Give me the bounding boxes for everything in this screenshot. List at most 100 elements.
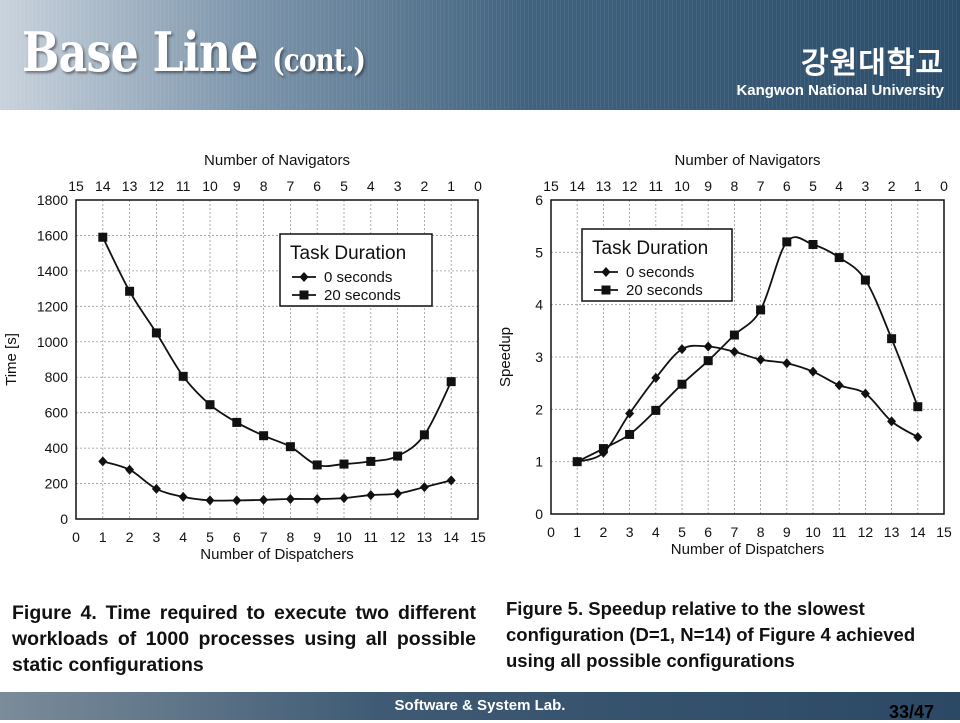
fig5-x-tick-label: 13 (884, 524, 900, 540)
fig4-series-2-point (286, 442, 295, 451)
fig4-x-tick-label: 5 (206, 529, 214, 545)
fig5-x-tick-label: 5 (678, 524, 686, 540)
fig4-series-1-point (313, 494, 322, 504)
fig4-series-2-point (179, 372, 188, 381)
fig5-x-tick-label: 14 (910, 524, 926, 540)
fig5-x-tick-label: 6 (704, 524, 712, 540)
fig5-series-2-point (913, 402, 922, 411)
fig4-top-axis-title: Number of Navigators (204, 152, 350, 169)
fig4-series-2-point (313, 460, 322, 469)
fig4-series-2-point (366, 457, 375, 466)
fig4-top-tick-label: 4 (367, 178, 375, 194)
fig5-top-tick-label: 3 (862, 178, 870, 194)
fig5-x-tick-label: 3 (626, 524, 634, 540)
fig4-series-1-point (125, 465, 134, 475)
fig4-top-tick-label: 8 (260, 178, 268, 194)
fig5-legend-title: Task Duration (592, 238, 708, 259)
fig4-series-1-point (152, 484, 161, 494)
fig5-series-2-point (782, 237, 791, 246)
fig5-series-2-point (809, 240, 818, 249)
fig5-y-axis-title: Speedup (497, 327, 514, 387)
fig4-y-tick-label: 600 (45, 405, 69, 421)
figure4-caption: Figure 4. Time required to execute two d… (12, 600, 476, 678)
fig5-top-tick-label: 12 (622, 178, 638, 194)
fig4-series-1-point (393, 489, 402, 499)
fig4-top-tick-label: 6 (313, 178, 321, 194)
fig4-x-tick-label: 1 (99, 529, 107, 545)
fig5-top-tick-label: 8 (731, 178, 739, 194)
slide-title-suffix: (cont.) (272, 41, 365, 79)
fig5-y-tick-label: 6 (535, 192, 543, 208)
fig4-series-2-point (447, 377, 456, 386)
fig5-top-axis-title: Number of Navigators (675, 152, 821, 169)
fig4-series-1-point (366, 490, 375, 500)
fig4-top-tick-label: 15 (68, 178, 84, 194)
fig4-series-1-point (340, 493, 349, 503)
fig5-top-tick-label: 4 (835, 178, 843, 194)
fig4-x-tick-label: 0 (72, 529, 80, 545)
fig5-top-tick-label: 13 (596, 178, 612, 194)
slide-footer: Software & System Lab. (0, 692, 960, 720)
fig5-series-1-point (756, 355, 765, 365)
fig5-x-tick-label: 2 (600, 524, 608, 540)
fig5-top-tick-label: 14 (569, 178, 585, 194)
fig4-y-tick-label: 400 (45, 440, 69, 456)
fig5-x-tick-label: 11 (832, 524, 847, 540)
fig5-x-tick-label: 12 (858, 524, 874, 540)
fig4-x-tick-label: 4 (179, 529, 187, 545)
fig4-series-2-point (232, 418, 241, 427)
fig4-series-2-point (420, 430, 429, 439)
fig5-x-tick-label: 8 (757, 524, 765, 540)
fig4-x-tick-label: 10 (336, 529, 352, 545)
fig4-series-1-point (259, 495, 268, 505)
figure5-caption: Figure 5. Speedup relative to the slowes… (506, 596, 952, 674)
fig5-top-tick-label: 9 (704, 178, 712, 194)
fig5-top-tick-label: 5 (809, 178, 817, 194)
fig5-x-tick-label: 4 (652, 524, 660, 540)
fig4-top-tick-label: 11 (176, 178, 191, 194)
fig5-y-tick-label: 0 (535, 506, 543, 522)
fig4-y-tick-label: 0 (60, 511, 68, 527)
fig4-top-tick-label: 5 (340, 178, 348, 194)
slide-title: Base Line (cont.) (22, 20, 365, 84)
fig4-top-tick-label: 3 (394, 178, 402, 194)
lab-name: Software & System Lab. (0, 697, 960, 714)
fig4-x-tick-label: 8 (287, 529, 295, 545)
fig5-series-2-point (625, 430, 634, 439)
fig4-x-axis-title: Number of Dispatchers (200, 546, 353, 563)
fig5-series-2-point (861, 276, 870, 285)
fig5-top-tick-label: 7 (757, 178, 765, 194)
fig4-y-tick-label: 800 (45, 369, 69, 385)
fig4-top-tick-label: 13 (122, 178, 138, 194)
fig4-legend-marker-2 (300, 291, 309, 300)
fig5-y-tick-label: 2 (535, 401, 543, 417)
fig5-x-tick-label: 10 (805, 524, 821, 540)
fig5-x-tick-label: 9 (783, 524, 791, 540)
fig5-x-tick-label: 7 (731, 524, 739, 540)
fig5-series-2-point (835, 253, 844, 262)
fig4-top-tick-label: 9 (233, 178, 241, 194)
fig4-series-1-point (286, 494, 295, 504)
fig4-series-2-point (393, 452, 402, 461)
fig4-top-tick-label: 12 (149, 178, 165, 194)
fig5-top-tick-label: 0 (940, 178, 948, 194)
fig4-x-tick-label: 7 (260, 529, 268, 545)
fig5-y-tick-label: 4 (535, 297, 543, 313)
fig4-y-axis-title: Time [s] (3, 333, 20, 386)
fig5-series-1-point (730, 347, 739, 357)
fig4-y-tick-label: 1400 (37, 263, 68, 279)
fig5-series-1-point (809, 367, 818, 377)
fig5-series-2-point (678, 380, 687, 389)
fig4-series-2-point (125, 287, 134, 296)
slide-title-main: Base Line (22, 20, 258, 84)
fig5-top-tick-label: 15 (543, 178, 559, 194)
fig5-top-tick-label: 2 (888, 178, 896, 194)
fig4-x-tick-label: 9 (313, 529, 321, 545)
fig5-series-2-point (730, 331, 739, 340)
fig5-x-tick-label: 1 (573, 524, 581, 540)
fig4-series-1-point (206, 495, 215, 505)
fig5-series-line-1 (577, 346, 918, 462)
fig5-series-1-point (835, 380, 844, 390)
fig4-series-2-point (259, 431, 268, 440)
